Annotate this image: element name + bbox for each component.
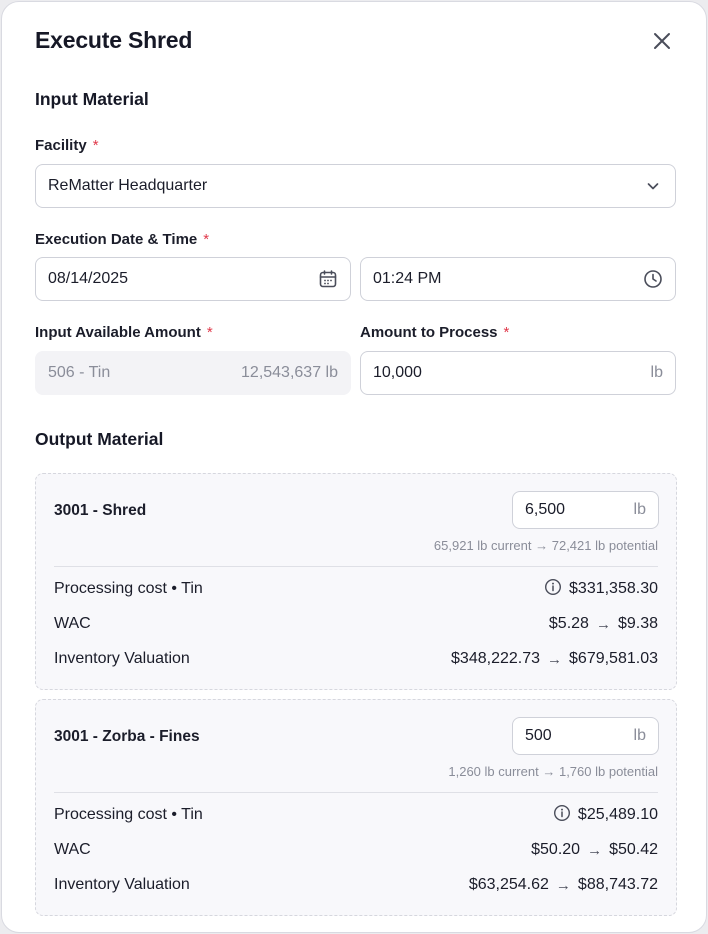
arrow-right-icon: → bbox=[595, 615, 611, 633]
output-item-card: 3001 - Zorba - Fines 500 lb 1,260 lb cur… bbox=[35, 699, 677, 916]
date-value: 08/14/2025 bbox=[48, 270, 129, 287]
arrow-right-icon: → bbox=[555, 876, 571, 894]
wac-label: WAC bbox=[54, 841, 91, 858]
time-value: 01:24 PM bbox=[373, 270, 442, 287]
processing-cost-row: Processing cost • Tin $25,489.10 bbox=[54, 803, 658, 827]
execution-date-input[interactable]: 08/14/2025 bbox=[35, 257, 351, 301]
execution-time-input[interactable]: 01:24 PM bbox=[360, 257, 676, 301]
valuation-to: $679,581.03 bbox=[569, 650, 658, 667]
facility-value: ReMatter Headquarter bbox=[48, 177, 208, 194]
required-mark: * bbox=[203, 231, 210, 248]
divider bbox=[54, 566, 658, 567]
output-item-name: 3001 - Zorba - Fines bbox=[54, 728, 200, 745]
output-stock-summary: 65,921 lb current → 72,421 lb potential bbox=[433, 538, 658, 553]
output-amount-input[interactable]: 500 lb bbox=[512, 717, 659, 755]
facility-label: Facility * bbox=[35, 137, 99, 154]
valuation-to: $88,743.72 bbox=[577, 876, 658, 893]
calendar-icon[interactable] bbox=[318, 269, 338, 289]
divider bbox=[54, 792, 658, 793]
close-icon bbox=[654, 33, 670, 49]
processing-cost-value: $25,489.10 bbox=[577, 806, 658, 823]
output-item-name: 3001 - Shred bbox=[54, 502, 147, 519]
valuation-row: Inventory Valuation $348,222.73 → $679,5… bbox=[54, 647, 658, 671]
input-material-heading: Input Material bbox=[35, 89, 149, 109]
valuation-label: Inventory Valuation bbox=[54, 876, 190, 893]
chevron-down-icon bbox=[643, 176, 663, 196]
wac-from: $50.20 bbox=[531, 841, 581, 858]
available-material: 506 - Tin bbox=[48, 364, 111, 381]
clock-icon[interactable] bbox=[643, 269, 663, 289]
output-amount-value: 500 bbox=[525, 727, 552, 744]
valuation-row: Inventory Valuation $63,254.62 → $88,743… bbox=[54, 873, 658, 897]
dialog-title: Execute Shred bbox=[35, 27, 193, 53]
valuation-from: $63,254.62 bbox=[468, 876, 549, 893]
wac-row: WAC $5.28 → $9.38 bbox=[54, 612, 658, 636]
unit-label: lb bbox=[633, 501, 646, 518]
process-amount-value: 10,000 bbox=[373, 364, 422, 381]
input-available-field: 506 - Tin 12,543,637 lb bbox=[35, 351, 351, 395]
wac-to: $9.38 bbox=[617, 615, 658, 632]
output-item-card: 3001 - Shred 6,500 lb 65,921 lb current … bbox=[35, 473, 677, 690]
output-amount-value: 6,500 bbox=[525, 501, 566, 518]
amount-to-process-input[interactable]: 10,000 lb bbox=[360, 351, 676, 395]
input-available-label: Input Available Amount * bbox=[35, 324, 213, 341]
execution-date-label: Execution Date & Time * bbox=[35, 231, 210, 248]
wac-row: WAC $50.20 → $50.42 bbox=[54, 838, 658, 862]
processing-cost-label: Processing cost • Tin bbox=[54, 580, 203, 597]
unit-label: lb bbox=[633, 727, 646, 744]
required-mark: * bbox=[92, 137, 99, 154]
wac-label: WAC bbox=[54, 615, 91, 632]
output-material-heading: Output Material bbox=[35, 429, 164, 449]
wac-from: $5.28 bbox=[548, 615, 589, 632]
arrow-right-icon: → bbox=[547, 650, 563, 668]
info-icon[interactable] bbox=[553, 804, 571, 827]
arrow-right-icon: → bbox=[535, 538, 549, 553]
processing-cost-label: Processing cost • Tin bbox=[54, 806, 203, 823]
output-amount-input[interactable]: 6,500 lb bbox=[512, 491, 659, 529]
wac-to: $50.42 bbox=[609, 841, 658, 858]
available-amount: 12,543,637 lb bbox=[241, 364, 338, 381]
arrow-right-icon: → bbox=[587, 841, 603, 859]
output-stock-summary: 1,260 lb current → 1,760 lb potential bbox=[448, 764, 658, 779]
arrow-right-icon: → bbox=[542, 764, 556, 779]
info-icon[interactable] bbox=[544, 578, 562, 601]
valuation-label: Inventory Valuation bbox=[54, 650, 190, 667]
processing-cost-row: Processing cost • Tin $331,358.30 bbox=[54, 577, 658, 601]
amount-to-process-label: Amount to Process * bbox=[360, 324, 510, 341]
unit-label: lb bbox=[650, 364, 663, 381]
facility-select[interactable]: ReMatter Headquarter bbox=[35, 164, 676, 208]
processing-cost-value: $331,358.30 bbox=[569, 580, 658, 597]
valuation-from: $348,222.73 bbox=[451, 650, 541, 667]
close-button[interactable] bbox=[648, 27, 676, 55]
required-mark: * bbox=[503, 324, 510, 341]
required-mark: * bbox=[206, 324, 213, 341]
